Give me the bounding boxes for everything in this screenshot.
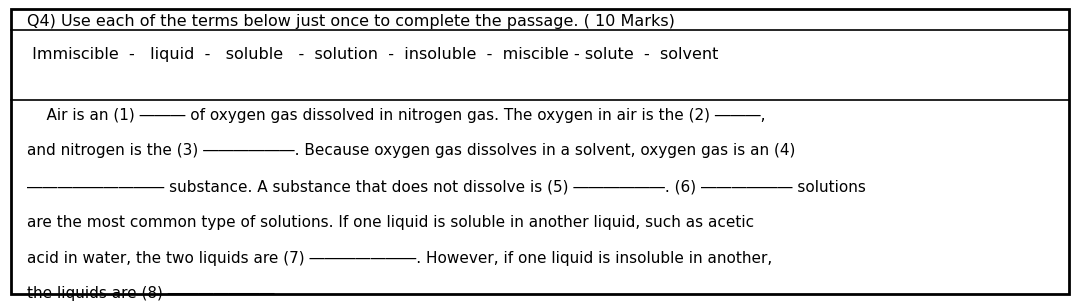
Text: are the most common type of solutions. If one liquid is soluble in another liqui: are the most common type of solutions. I…	[27, 215, 754, 230]
Text: Immiscible  -   liquid  -   soluble   -  solution  -  insoluble  -  miscible - s: Immiscible - liquid - soluble - solution…	[27, 47, 718, 62]
Text: and nitrogen is the (3) ――――――. Because oxygen gas dissolves in a solvent, oxyge: and nitrogen is the (3) ――――――. Because …	[27, 143, 795, 158]
Text: the liquids are (8) ―――――――: the liquids are (8) ―――――――	[27, 286, 274, 301]
Text: Q4) Use each of the terms below just once to complete the passage. ( 10 Marks): Q4) Use each of the terms below just onc…	[27, 14, 675, 29]
Text: acid in water, the two liquids are (7) ―――――――. However, if one liquid is insolu: acid in water, the two liquids are (7) ―…	[27, 251, 772, 266]
Text: ――――――――― substance. A substance that does not dissolve is (5) ――――――. (6) ―――――: ――――――――― substance. A substance that do…	[27, 179, 866, 194]
Text: Air is an (1) ――― of oxygen gas dissolved in nitrogen gas. The oxygen in air is : Air is an (1) ――― of oxygen gas dissolve…	[27, 108, 766, 123]
